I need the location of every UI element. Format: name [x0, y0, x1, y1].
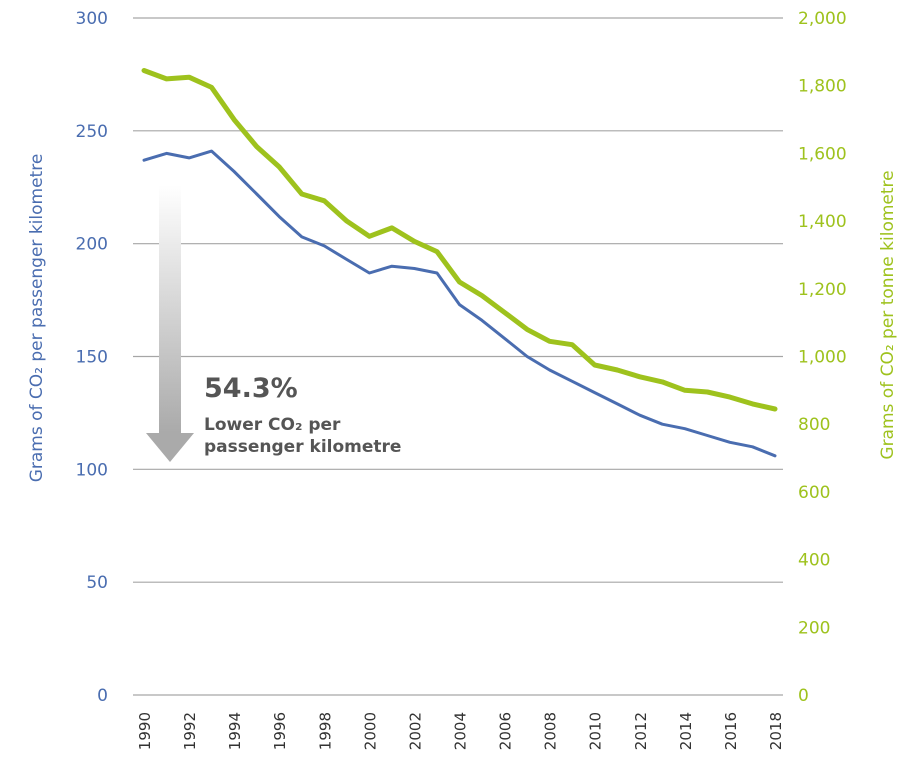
x-tick-label: 2000 — [361, 712, 379, 750]
left-axis-ticks: 0 50 100 150 200 250 300 — [76, 9, 108, 706]
series-line-passenger — [142, 149, 777, 458]
annotation-arrow-head — [146, 433, 194, 462]
gridlines — [133, 17, 783, 696]
right-tick-label: 0 — [798, 686, 809, 706]
x-tick-label: 1998 — [316, 712, 334, 750]
series-lines — [141, 68, 778, 458]
annotation-arrow-shaft — [159, 185, 181, 433]
x-tick-label: 2012 — [632, 712, 650, 750]
annotation-value: 54.3% — [204, 373, 298, 404]
x-tick-label: 1994 — [226, 712, 244, 750]
left-tick-label: 0 — [97, 686, 108, 706]
x-tick-label: 2018 — [767, 712, 785, 750]
left-tick-label: 300 — [76, 9, 108, 29]
annotation-line-2: passenger kilometre — [204, 437, 401, 457]
annotation-line-1: Lower CO₂ per — [204, 415, 341, 435]
x-axis-ticks: 1990 1992 1994 1996 1998 2000 2002 2004 2006 2008… — [136, 712, 785, 750]
left-tick-label: 200 — [76, 235, 108, 255]
left-axis-title: Grams of CO₂ per passenger kilometre — [27, 154, 47, 483]
annotation-arrow — [146, 185, 194, 462]
right-axis-title: Grams of CO₂ per tonne kilometre — [878, 170, 898, 459]
x-tick-label: 2002 — [406, 712, 424, 750]
left-tick-label: 150 — [76, 348, 108, 368]
x-tick-label: 2010 — [587, 712, 605, 750]
x-tick-label: 2016 — [722, 712, 740, 750]
right-axis-ticks: 0 200 400 600 800 1,000 1,200 1,400 1,600 1,800 2,… — [798, 9, 847, 706]
x-tick-label: 1992 — [181, 712, 199, 750]
x-tick-label: 2004 — [452, 712, 470, 750]
series-line-tonne — [141, 68, 778, 412]
x-tick-label: 2014 — [677, 712, 695, 750]
right-tick-label: 1,600 — [798, 144, 847, 164]
right-tick-label: 800 — [798, 415, 830, 435]
x-tick-label: 1996 — [271, 712, 289, 750]
left-tick-label: 50 — [86, 573, 108, 593]
left-tick-label: 100 — [76, 460, 108, 480]
right-tick-label: 1,000 — [798, 348, 847, 368]
right-tick-label: 1,200 — [798, 280, 847, 300]
left-tick-label: 250 — [76, 122, 108, 142]
right-tick-label: 2,000 — [798, 9, 847, 29]
right-tick-label: 400 — [798, 551, 830, 571]
x-tick-label: 2008 — [542, 712, 560, 750]
right-tick-label: 200 — [798, 618, 830, 638]
right-tick-label: 600 — [798, 483, 830, 503]
right-tick-label: 1,800 — [798, 77, 847, 97]
right-tick-label: 1,400 — [798, 212, 847, 232]
x-tick-label: 2006 — [497, 712, 515, 750]
x-tick-label: 1990 — [136, 712, 154, 750]
